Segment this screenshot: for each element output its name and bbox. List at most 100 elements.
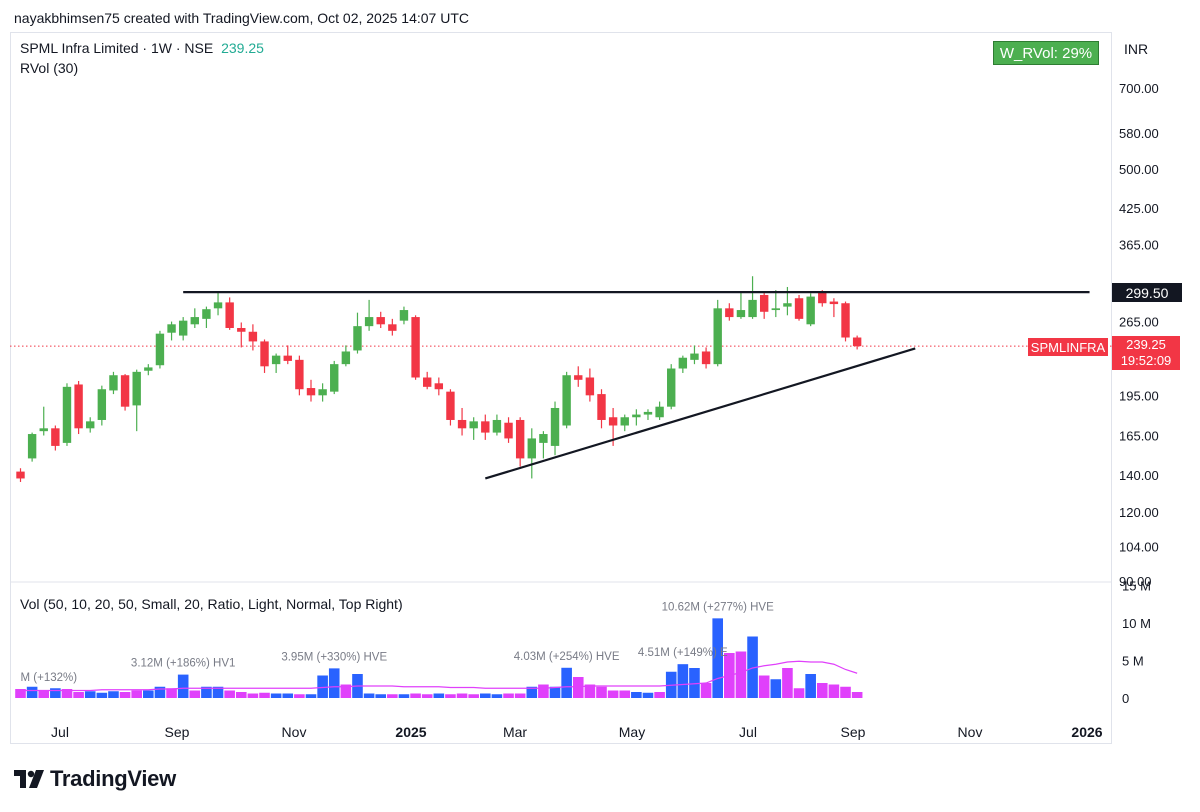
- candle-body: [74, 384, 83, 429]
- volume-bar: [235, 692, 247, 698]
- candle-body: [260, 341, 269, 367]
- price-tick-label: 500.00: [1119, 162, 1159, 177]
- candle-body: [237, 328, 246, 332]
- volume-bar: [96, 692, 108, 698]
- volume-bar: [793, 688, 805, 698]
- candle-body: [515, 419, 525, 459]
- volume-tick-label: 0: [1122, 691, 1129, 706]
- candle-body: [330, 364, 339, 392]
- candle-body: [16, 471, 25, 479]
- candle-body: [597, 394, 606, 420]
- candle-body: [690, 353, 699, 360]
- candle-body: [759, 294, 769, 312]
- volume-bar: [561, 667, 572, 698]
- volume-bar: [421, 694, 433, 698]
- volume-ma-line: [20, 660, 858, 692]
- candle-body: [527, 438, 536, 459]
- candle-body: [852, 337, 862, 347]
- wrvol-badge: W_RVol: 29%: [993, 41, 1099, 65]
- price-tick-label: 265.00: [1119, 315, 1159, 330]
- volume-bar: [212, 686, 224, 698]
- chart-header: nayakbhimsen75 created with TradingView.…: [14, 10, 469, 26]
- volume-bar: [480, 693, 491, 698]
- bar-countdown: 19:52:09: [1120, 353, 1172, 368]
- volume-bar: [607, 690, 619, 698]
- price-tick-label: 120.00: [1119, 505, 1159, 520]
- tradingview-wordmark: TradingView: [50, 766, 176, 791]
- volume-bar: [596, 686, 607, 698]
- candle-body: [620, 417, 629, 426]
- price-tick-label: 365.00: [1119, 238, 1159, 253]
- candle-body: [457, 419, 467, 429]
- candle-series[interactable]: [16, 276, 862, 482]
- candle-body: [550, 407, 560, 446]
- volume-annotation: M (+132%): [21, 672, 78, 684]
- symbol-legend[interactable]: SPML Infra Limited · 1W · NSE 239.25: [20, 40, 264, 56]
- candle-body: [364, 317, 374, 327]
- volume-annotation: 4.51M (+149%) E: [638, 647, 728, 659]
- time-axis: Jul Sep Nov 2025 Mar May Jul Sep Nov 2026: [51, 724, 1103, 740]
- volume-bar: [166, 688, 177, 698]
- candle-body: [132, 371, 141, 406]
- price-tick-label: 104.00: [1119, 539, 1159, 554]
- volume-bar: [282, 693, 294, 698]
- volume-bar: [631, 692, 642, 698]
- candle-body: [306, 388, 316, 396]
- currency-label[interactable]: INR: [1124, 41, 1149, 57]
- volume-bar: [840, 686, 851, 698]
- volume-bar: [549, 686, 561, 698]
- price-tick-label: 90.00: [1119, 574, 1152, 589]
- volume-bar: [108, 691, 119, 698]
- time-tick-label: Jul: [51, 724, 69, 740]
- volume-bar: [119, 692, 131, 698]
- tradingview-logo[interactable]: TradingView: [14, 766, 176, 792]
- candle-body: [190, 317, 199, 325]
- candle-body: [86, 421, 95, 429]
- volume-bar: [828, 684, 840, 698]
- candle-body: [643, 411, 653, 415]
- candle-body: [771, 308, 780, 311]
- candle-body: [469, 421, 478, 429]
- volume-bar: [328, 668, 340, 698]
- candle-body: [120, 375, 130, 407]
- candle-body: [167, 324, 176, 333]
- candle-body: [736, 310, 746, 318]
- time-tick-label: Sep: [841, 724, 866, 740]
- volume-bar: [735, 651, 747, 698]
- volume-bar: [201, 686, 212, 698]
- time-tick-label: 2025: [395, 724, 426, 740]
- volume-legend[interactable]: Vol (50, 10, 20, 50, Small, 20, Ratio, L…: [20, 596, 403, 612]
- volume-bar: [61, 689, 73, 698]
- volume-annotations: M (+132%) 3.12M (+186%) HV1 3.95M (+330%) …: [21, 601, 775, 684]
- price-tick-label: 700.00: [1119, 81, 1159, 96]
- volume-bar: [642, 692, 654, 698]
- candle-body: [109, 375, 118, 391]
- last-price-tag: 239.25 19:52:09: [1112, 336, 1180, 370]
- candle-body: [632, 414, 641, 418]
- volume-bar: [572, 677, 584, 698]
- candle-body: [353, 326, 362, 351]
- candle-body: [434, 383, 444, 390]
- candle-body: [213, 302, 223, 309]
- volume-bar: [514, 693, 526, 698]
- candle-body: [562, 375, 571, 426]
- volume-bar: [805, 674, 816, 698]
- candle-body: [794, 298, 804, 319]
- symbol-line: SPML Infra Limited · 1W · NSE: [20, 40, 214, 56]
- tradingview-logo-icon: [14, 770, 44, 788]
- last-price-value: 239.25: [1126, 337, 1166, 352]
- rvol-legend[interactable]: RVol (30): [20, 60, 79, 76]
- candle-body: [841, 303, 850, 338]
- legend-price: 239.25: [221, 40, 264, 56]
- time-tick-label: May: [619, 724, 645, 740]
- candle-body: [748, 299, 757, 318]
- volume-bar: [247, 693, 259, 698]
- volume-bar: [456, 693, 468, 698]
- time-tick-label: 2026: [1071, 724, 1102, 740]
- trendlines[interactable]: [183, 291, 1090, 480]
- volume-bar: [538, 684, 549, 698]
- volume-ma-polyline: [20, 660, 858, 692]
- candle-body: [376, 317, 385, 325]
- candle-body: [713, 308, 722, 365]
- volume-bar: [15, 689, 26, 698]
